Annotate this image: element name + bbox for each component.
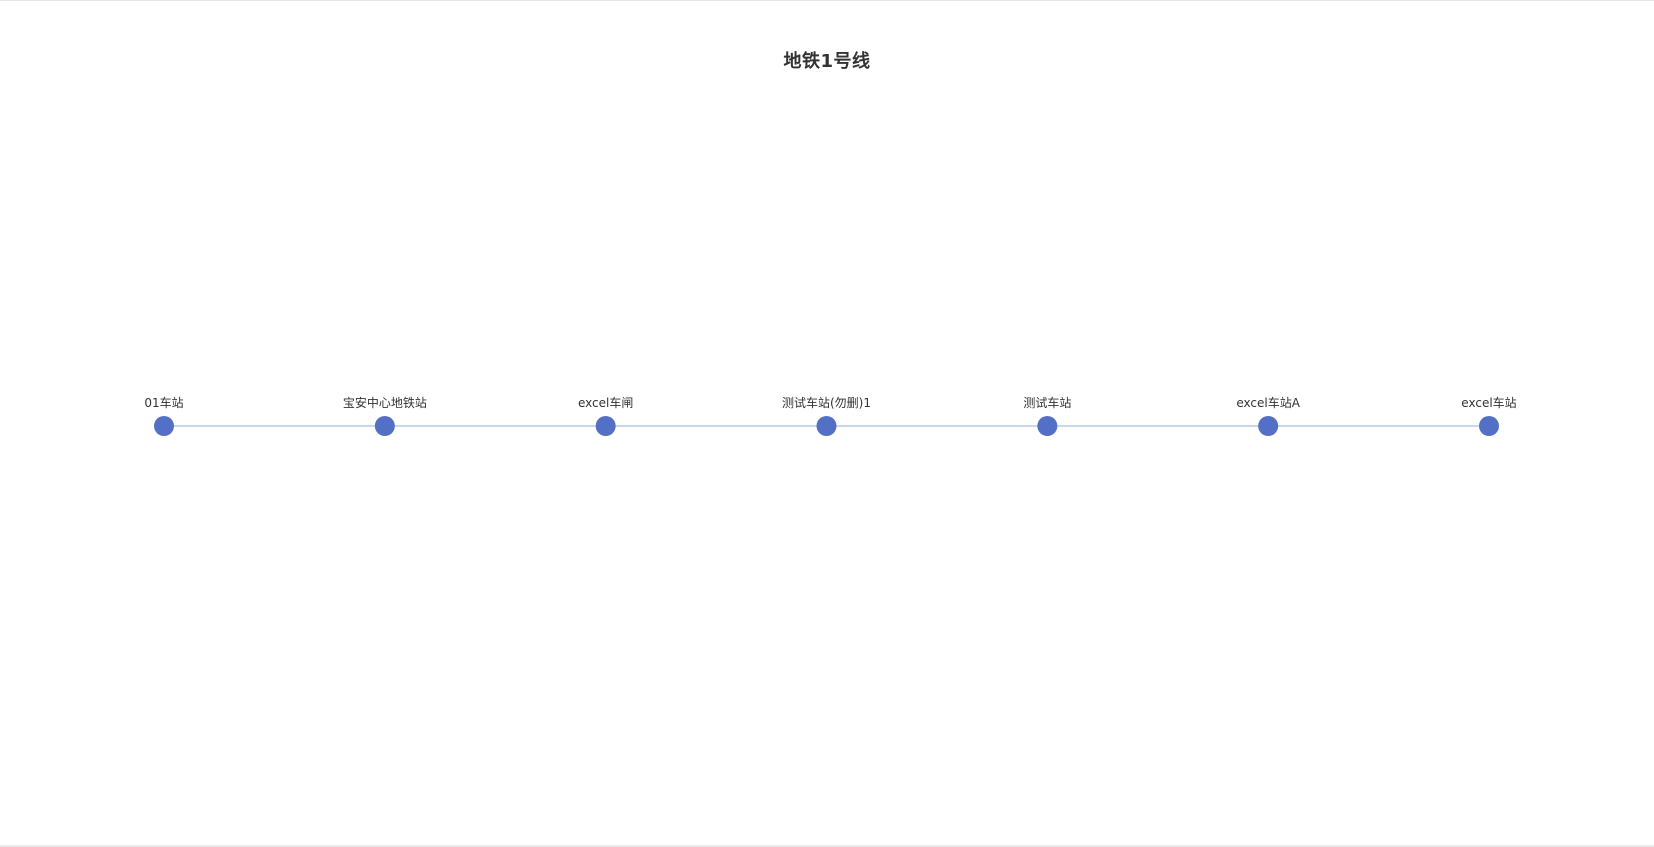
station-node[interactable] — [816, 416, 837, 436]
station-4[interactable]: 测试车站(勿删)1 — [782, 395, 871, 436]
station-1[interactable]: 01车站 — [144, 395, 184, 436]
station-node[interactable] — [1037, 416, 1058, 436]
station-5[interactable]: 测试车站 — [1023, 395, 1071, 436]
station-label: 测试车站(勿删)1 — [782, 395, 871, 410]
station-label: 宝安中心地铁站 — [343, 395, 427, 410]
station-label: excel车闸 — [578, 395, 633, 410]
station-node[interactable] — [1258, 416, 1279, 436]
station-3[interactable]: excel车闸 — [578, 395, 633, 436]
station-6[interactable]: excel车站A — [1236, 395, 1301, 436]
station-2[interactable]: 宝安中心地铁站 — [343, 395, 427, 436]
station-node[interactable] — [154, 416, 174, 436]
station-node[interactable] — [595, 416, 616, 436]
station-node[interactable] — [1479, 416, 1499, 436]
station-7[interactable]: excel车站 — [1461, 395, 1517, 436]
station-label: 测试车站 — [1023, 395, 1071, 410]
station-label: 01车站 — [144, 395, 183, 410]
station-label: excel车站 — [1461, 395, 1516, 410]
station-node[interactable] — [374, 416, 395, 436]
station-label: excel车站A — [1236, 395, 1300, 410]
stations-layer: 01车站 宝安中心地铁站 excel车闸 测试车站(勿删)1 测试车站 excel车站A e… — [144, 395, 1517, 436]
line-title: 地铁1号线 — [783, 51, 871, 72]
